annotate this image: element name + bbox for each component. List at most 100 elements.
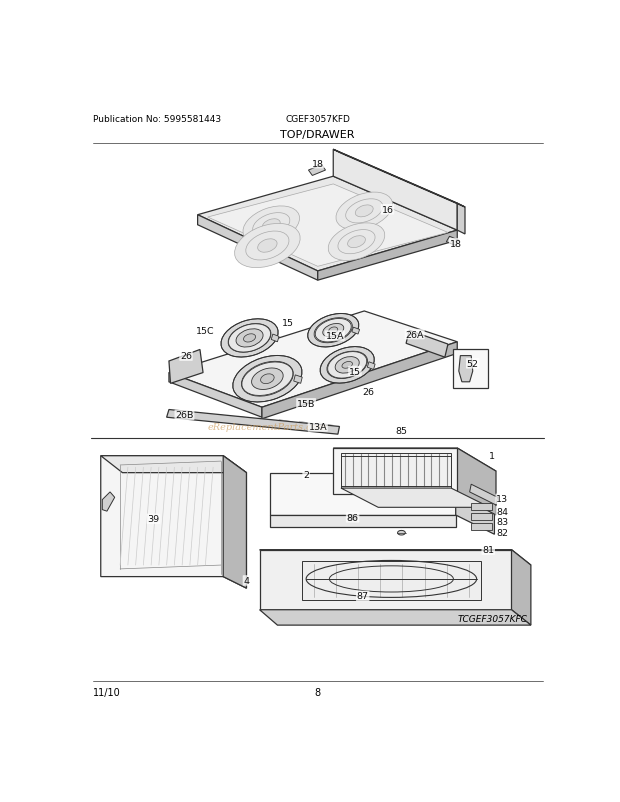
Polygon shape [367, 363, 375, 370]
Ellipse shape [229, 324, 270, 353]
Ellipse shape [243, 207, 299, 245]
Text: 18: 18 [312, 160, 324, 168]
Text: 13A: 13A [308, 423, 327, 431]
Polygon shape [334, 448, 458, 495]
Ellipse shape [260, 375, 274, 384]
Ellipse shape [346, 200, 383, 224]
Polygon shape [260, 550, 531, 565]
Polygon shape [406, 330, 448, 358]
Ellipse shape [342, 362, 352, 369]
Polygon shape [458, 204, 465, 235]
Polygon shape [198, 177, 458, 272]
Text: eReplacementParts.com: eReplacementParts.com [208, 423, 327, 431]
Text: 86: 86 [347, 513, 358, 522]
Ellipse shape [397, 531, 405, 536]
Polygon shape [100, 456, 247, 473]
Text: 15A: 15A [326, 332, 344, 341]
Ellipse shape [338, 230, 375, 254]
Polygon shape [167, 410, 340, 435]
Polygon shape [169, 311, 458, 407]
Polygon shape [223, 456, 247, 589]
Ellipse shape [308, 314, 359, 347]
Polygon shape [262, 342, 458, 419]
Text: 15C: 15C [196, 326, 215, 335]
Polygon shape [459, 356, 472, 383]
Polygon shape [294, 375, 303, 384]
Polygon shape [272, 334, 279, 342]
Text: 15B: 15B [297, 399, 316, 408]
Text: 87: 87 [356, 592, 369, 601]
Ellipse shape [242, 363, 293, 396]
Text: 2: 2 [303, 470, 309, 479]
Polygon shape [334, 150, 458, 231]
Text: 15: 15 [282, 318, 294, 327]
Ellipse shape [234, 224, 300, 269]
Polygon shape [470, 484, 497, 505]
Text: 85: 85 [396, 427, 407, 435]
Ellipse shape [236, 330, 263, 347]
Text: 81: 81 [482, 545, 494, 554]
Text: TOP/DRAWER: TOP/DRAWER [280, 130, 355, 140]
Polygon shape [270, 473, 456, 516]
Ellipse shape [221, 319, 278, 358]
Ellipse shape [315, 319, 352, 342]
Polygon shape [456, 473, 495, 535]
Text: TCGEF3057KFC: TCGEF3057KFC [458, 614, 527, 624]
Polygon shape [317, 231, 458, 281]
Ellipse shape [327, 352, 367, 379]
Text: 84: 84 [496, 507, 508, 516]
Text: 26: 26 [180, 352, 192, 361]
Text: 26A: 26A [405, 330, 424, 339]
Text: 83: 83 [496, 518, 508, 527]
Ellipse shape [329, 327, 338, 334]
Ellipse shape [258, 240, 277, 253]
Polygon shape [446, 237, 459, 246]
Polygon shape [471, 504, 492, 511]
Ellipse shape [355, 205, 373, 217]
Ellipse shape [262, 220, 280, 232]
Text: 13: 13 [496, 495, 508, 504]
Ellipse shape [253, 213, 290, 237]
Polygon shape [341, 454, 451, 488]
Ellipse shape [233, 356, 302, 403]
Ellipse shape [320, 347, 374, 383]
Polygon shape [100, 456, 247, 589]
Ellipse shape [328, 224, 385, 261]
Polygon shape [512, 550, 531, 626]
Text: 39: 39 [148, 515, 159, 524]
Text: 16: 16 [381, 205, 394, 215]
Text: 15: 15 [349, 367, 361, 376]
Polygon shape [208, 184, 448, 267]
Polygon shape [198, 216, 317, 281]
Polygon shape [352, 328, 360, 334]
Text: CGEF3057KFD: CGEF3057KFD [285, 115, 350, 124]
Polygon shape [334, 448, 496, 473]
Ellipse shape [252, 368, 283, 390]
Polygon shape [102, 492, 115, 512]
Polygon shape [270, 516, 456, 527]
Ellipse shape [336, 192, 392, 230]
Polygon shape [453, 350, 489, 388]
Polygon shape [260, 610, 531, 626]
Text: 4: 4 [244, 577, 249, 585]
Ellipse shape [348, 237, 365, 249]
Text: 8: 8 [315, 687, 321, 697]
Text: 26: 26 [362, 388, 374, 397]
Polygon shape [471, 514, 492, 520]
Polygon shape [169, 350, 203, 384]
Polygon shape [260, 550, 511, 610]
Polygon shape [309, 165, 326, 176]
Ellipse shape [323, 324, 343, 338]
Text: 26B: 26B [175, 411, 193, 420]
Polygon shape [169, 373, 262, 418]
Text: Publication No: 5995581443: Publication No: 5995581443 [93, 115, 221, 124]
Polygon shape [334, 150, 465, 208]
Text: 1: 1 [489, 452, 495, 460]
Ellipse shape [246, 232, 289, 261]
Ellipse shape [335, 357, 359, 374]
Polygon shape [303, 561, 480, 600]
Polygon shape [458, 448, 496, 516]
Polygon shape [341, 488, 490, 508]
Ellipse shape [244, 334, 255, 342]
Text: 52: 52 [467, 359, 479, 368]
